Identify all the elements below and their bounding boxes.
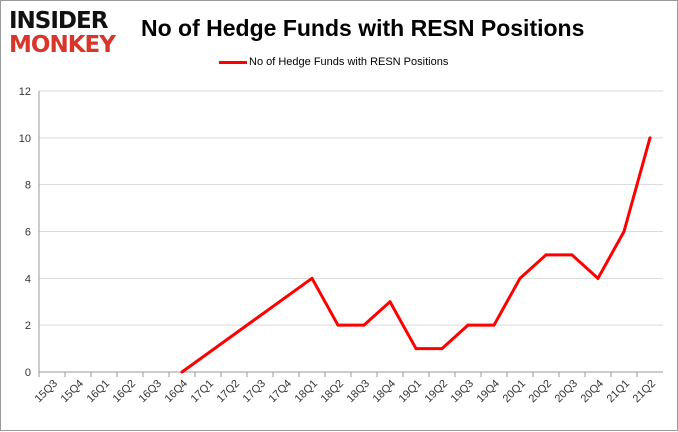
data-point bbox=[310, 276, 314, 280]
data-point bbox=[596, 276, 600, 280]
data-point bbox=[414, 347, 418, 351]
y-tick-label: 12 bbox=[19, 86, 31, 98]
logo-line1: INSIDER bbox=[9, 8, 108, 34]
data-point bbox=[336, 323, 340, 327]
y-tick-label: 0 bbox=[25, 367, 31, 379]
data-point bbox=[492, 323, 496, 327]
x-tick-label: 21Q1 bbox=[605, 378, 633, 406]
y-tick-label: 10 bbox=[19, 133, 31, 145]
x-tick-label: 20Q3 bbox=[553, 378, 581, 406]
y-tick-label: 2 bbox=[25, 320, 31, 332]
x-tick-label: 19Q3 bbox=[449, 378, 477, 406]
data-point bbox=[388, 300, 392, 304]
x-tick-label: 17Q1 bbox=[189, 378, 217, 406]
x-tick-label: 19Q4 bbox=[475, 378, 503, 406]
data-point bbox=[570, 253, 574, 257]
legend-swatch bbox=[219, 60, 247, 64]
y-tick-label: 4 bbox=[25, 273, 31, 285]
x-tick-label: 18Q1 bbox=[293, 378, 321, 406]
data-point bbox=[362, 323, 366, 327]
x-tick-label: 20Q2 bbox=[527, 378, 555, 406]
data-point bbox=[518, 276, 522, 280]
x-tick-label: 19Q2 bbox=[423, 378, 451, 406]
data-point bbox=[440, 347, 444, 351]
data-point bbox=[648, 136, 652, 140]
x-tick-label: 18Q4 bbox=[371, 378, 399, 406]
y-tick-label: 8 bbox=[25, 180, 31, 192]
x-tick-label: 16Q4 bbox=[163, 378, 191, 406]
insider-monkey-logo: INSIDER MONKEY bbox=[9, 8, 116, 58]
legend: No of Hedge Funds with RESN Positions bbox=[219, 56, 448, 68]
data-point bbox=[544, 253, 548, 257]
data-point bbox=[180, 370, 184, 374]
x-tick-label: 15Q3 bbox=[33, 378, 61, 406]
logo-line2: MONKEY bbox=[9, 32, 116, 58]
x-tick-label: 18Q3 bbox=[345, 378, 373, 406]
x-tick-label: 20Q1 bbox=[501, 378, 529, 406]
x-tick-label: 18Q2 bbox=[319, 378, 347, 406]
x-tick-label: 16Q3 bbox=[137, 378, 165, 406]
data-point bbox=[466, 323, 470, 327]
x-tick-label: 20Q4 bbox=[579, 378, 607, 406]
x-tick-label: 21Q2 bbox=[631, 378, 659, 406]
x-tick-label: 17Q3 bbox=[241, 378, 269, 406]
data-point bbox=[622, 230, 626, 233]
x-tick-label: 17Q2 bbox=[215, 378, 243, 406]
series-line bbox=[181, 137, 652, 374]
x-tick-label: 16Q2 bbox=[111, 378, 139, 406]
x-tick-label: 17Q4 bbox=[267, 378, 295, 406]
chart-title: No of Hedge Funds with RESN Positions bbox=[141, 15, 585, 41]
x-tick-label: 19Q1 bbox=[397, 378, 425, 406]
x-tick-label: 15Q4 bbox=[59, 378, 87, 406]
x-tick-label: 16Q1 bbox=[85, 378, 113, 406]
y-tick-label: 6 bbox=[25, 227, 31, 239]
legend-label: No of Hedge Funds with RESN Positions bbox=[249, 56, 449, 68]
